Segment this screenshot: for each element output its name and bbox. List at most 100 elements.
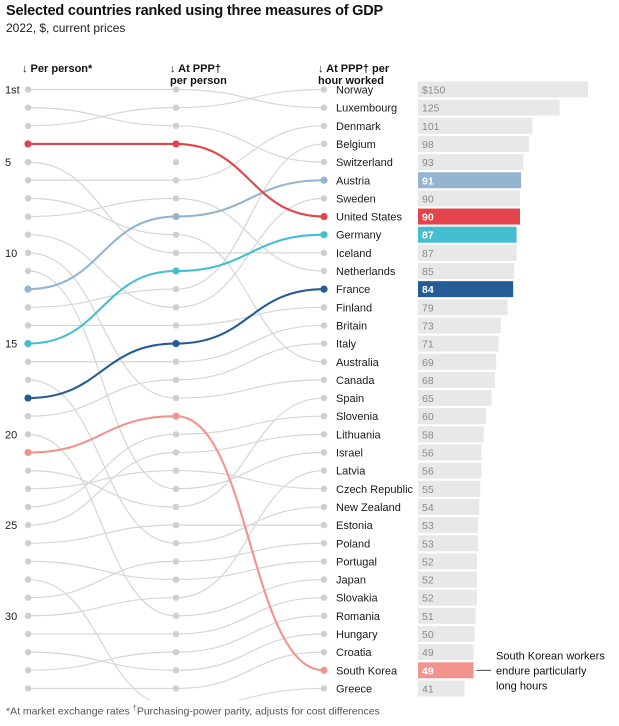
rank-dot (320, 630, 328, 638)
country-label-slovakia: Slovakia (336, 593, 378, 605)
rank-dot (320, 558, 328, 565)
rank-label: 25 (5, 520, 17, 532)
country-label-iceland: Iceland (336, 248, 371, 260)
country-label-hungary: Hungary (336, 629, 378, 641)
rank-dot (320, 612, 328, 620)
rank-dot (172, 394, 180, 402)
annotation-text: long hours (496, 680, 548, 692)
bar-value-new-zealand: 54 (422, 502, 434, 514)
bar-value-portugal: 52 (422, 556, 434, 568)
line-canada (27, 252, 325, 399)
rank-dot (320, 648, 328, 656)
rank-dot (24, 431, 32, 438)
line-denmark (28, 125, 325, 181)
bar-value-sweden: 90 (422, 193, 434, 205)
country-label-south-korea: South Korea (336, 665, 398, 677)
rank-dot (320, 249, 328, 257)
rank-dot (24, 521, 32, 529)
rank-dot (172, 304, 180, 311)
bar-spain (418, 390, 492, 407)
rank-dot (172, 667, 180, 674)
country-label-australia: Australia (336, 357, 380, 369)
dot-austria (24, 285, 32, 293)
line-romania (27, 615, 325, 671)
bar-romania (418, 607, 476, 624)
rank-dots (24, 86, 328, 692)
rank-dot (320, 394, 328, 402)
rank-dot (24, 685, 32, 692)
bar-iceland (418, 244, 517, 261)
bar-value-croatia: 49 (422, 647, 434, 659)
country-label-netherlands: Netherlands (336, 266, 396, 278)
line-australia (27, 197, 325, 363)
bar-norway (418, 81, 588, 98)
rank-label: 10 (5, 248, 17, 260)
column-header-1: ↓ Per person* (22, 63, 93, 75)
rank-dot (24, 195, 32, 202)
bar-luxembourg (418, 99, 560, 116)
bar-south-korea (418, 662, 474, 679)
footnote: *At market exchange rates †Purchasing-po… (6, 703, 380, 718)
rank-dot (24, 667, 32, 674)
column-header-3: ↓ At PPP† per (318, 63, 390, 75)
bar-value-belgium: 98 (422, 139, 434, 151)
country-label-japan: Japan (336, 575, 366, 587)
rank-dot (172, 431, 180, 438)
line-israel (27, 270, 325, 490)
bar-united-states (418, 208, 520, 225)
dot-south-korea (172, 412, 180, 420)
column-header-2: per person (170, 75, 227, 87)
rank-dot (24, 576, 32, 583)
line-belgium (27, 143, 325, 308)
rank-dot (172, 249, 180, 257)
country-label-estonia: Estonia (336, 520, 374, 532)
dot-united-states (320, 212, 328, 221)
rank-dot (24, 376, 32, 384)
dot-germany (172, 267, 180, 275)
rank-dot (24, 503, 32, 511)
line-iceland (27, 161, 324, 254)
rank-dot (172, 231, 180, 238)
rank-dot (320, 122, 328, 129)
line-latvia (27, 470, 325, 617)
bar-hungary (418, 626, 475, 642)
rank-dot (24, 249, 32, 257)
bar-value-austria: 91 (422, 175, 434, 187)
bar-croatia (418, 644, 474, 661)
bar-value-britain: 73 (422, 320, 434, 332)
rank-dot (320, 340, 328, 347)
dot-france (320, 285, 328, 293)
rank-dot (320, 449, 328, 456)
rank-dot (24, 177, 32, 184)
rank-dot (172, 322, 180, 329)
footnote-star: *At market exchange rates (6, 705, 133, 718)
bar-greece (418, 680, 465, 697)
bar-value-estonia: 53 (422, 520, 434, 532)
bar-value-denmark: 101 (422, 121, 440, 133)
bar-value-latvia: 56 (422, 466, 434, 478)
rank-dot (172, 485, 180, 492)
rank-dot (172, 685, 180, 692)
bar-sweden (418, 190, 520, 207)
country-label-belgium: Belgium (336, 139, 376, 151)
rank-dot (320, 267, 328, 275)
country-label-israel: Israel (336, 448, 363, 460)
bar-value-greece: 41 (422, 683, 434, 695)
rank-dot (24, 594, 32, 601)
rank-dot (320, 322, 328, 329)
rank-dot (24, 322, 32, 329)
rank-label: 5 (5, 157, 11, 169)
annotation-text: South Korean workers (496, 650, 605, 662)
bar-value-germany: 87 (422, 230, 434, 242)
line-new-zealand (27, 379, 325, 544)
rank-dot (24, 86, 32, 93)
rank-dot (320, 503, 328, 511)
rank-dot (320, 467, 328, 474)
country-label-latvia: Latvia (336, 466, 366, 478)
bar-value-iceland: 87 (422, 248, 434, 260)
bar-value-slovakia: 52 (422, 593, 434, 605)
annotation: South Korean workers endure particularly l… (476, 650, 605, 692)
rank-label: 15 (5, 339, 17, 351)
rank-dot (24, 648, 32, 656)
country-labels: Norway Luxembourg Denmark Belgium Switzerlan… (336, 85, 414, 696)
